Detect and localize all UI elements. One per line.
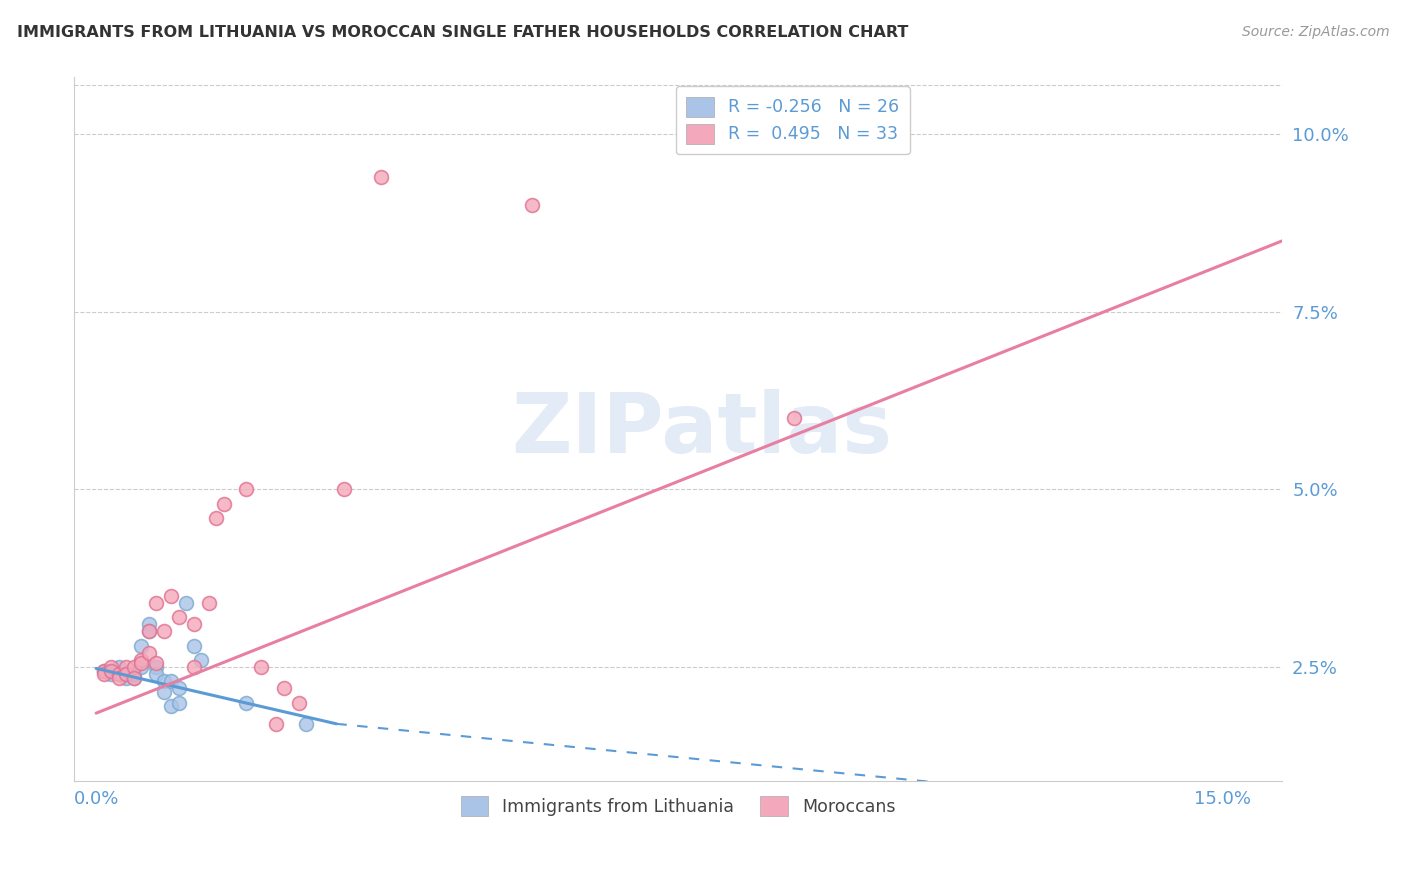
Point xyxy=(138,624,160,639)
Point xyxy=(183,617,205,632)
Point xyxy=(167,696,190,710)
Point xyxy=(115,667,138,681)
Point xyxy=(129,660,152,674)
Point xyxy=(205,511,228,525)
Point xyxy=(167,610,190,624)
Point xyxy=(115,660,138,674)
Point xyxy=(107,671,129,685)
Point xyxy=(129,653,152,667)
Point xyxy=(190,653,212,667)
Point xyxy=(138,646,160,660)
Point xyxy=(145,657,167,671)
Point xyxy=(145,667,167,681)
Point xyxy=(520,198,543,212)
Point xyxy=(235,483,257,497)
Point xyxy=(100,664,122,678)
Point xyxy=(93,667,115,681)
Point xyxy=(370,169,392,184)
Text: ZIPatlas: ZIPatlas xyxy=(512,389,893,469)
Point xyxy=(107,667,129,681)
Point xyxy=(100,660,122,674)
Point xyxy=(152,685,174,699)
Point xyxy=(333,483,356,497)
Point xyxy=(167,681,190,696)
Point xyxy=(122,667,145,681)
Text: Source: ZipAtlas.com: Source: ZipAtlas.com xyxy=(1241,25,1389,39)
Point xyxy=(107,667,129,681)
Point xyxy=(152,674,174,689)
Point xyxy=(152,624,174,639)
Point xyxy=(145,596,167,610)
Text: IMMIGRANTS FROM LITHUANIA VS MOROCCAN SINGLE FATHER HOUSEHOLDS CORRELATION CHART: IMMIGRANTS FROM LITHUANIA VS MOROCCAN SI… xyxy=(17,25,908,40)
Point xyxy=(160,589,183,603)
Point xyxy=(145,660,167,674)
Point xyxy=(160,699,183,714)
Point xyxy=(100,664,122,678)
Point xyxy=(93,664,115,678)
Point xyxy=(295,716,318,731)
Point xyxy=(273,681,295,696)
Point xyxy=(115,667,138,681)
Point xyxy=(138,624,160,639)
Point xyxy=(122,671,145,685)
Point xyxy=(122,671,145,685)
Point xyxy=(122,660,145,674)
Point xyxy=(115,671,138,685)
Point xyxy=(288,696,311,710)
Point xyxy=(266,716,288,731)
Point xyxy=(783,411,806,425)
Point xyxy=(197,596,219,610)
Point xyxy=(100,667,122,681)
Point xyxy=(107,660,129,674)
Point xyxy=(129,639,152,653)
Point xyxy=(129,657,152,671)
Point xyxy=(160,674,183,689)
Point xyxy=(212,497,235,511)
Point xyxy=(183,639,205,653)
Point xyxy=(235,696,257,710)
Point xyxy=(138,617,160,632)
Point xyxy=(93,664,115,678)
Point xyxy=(250,660,273,674)
Point xyxy=(174,596,197,610)
Legend: Immigrants from Lithuania, Moroccans: Immigrants from Lithuania, Moroccans xyxy=(451,788,904,825)
Point xyxy=(183,660,205,674)
